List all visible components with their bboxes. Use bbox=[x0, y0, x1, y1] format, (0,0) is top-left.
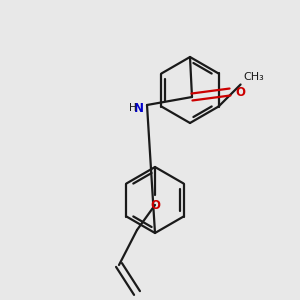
Text: O: O bbox=[235, 85, 245, 98]
Text: N: N bbox=[134, 101, 144, 115]
Text: CH₃: CH₃ bbox=[244, 73, 264, 82]
Text: O: O bbox=[150, 199, 160, 212]
Text: H: H bbox=[129, 103, 137, 113]
